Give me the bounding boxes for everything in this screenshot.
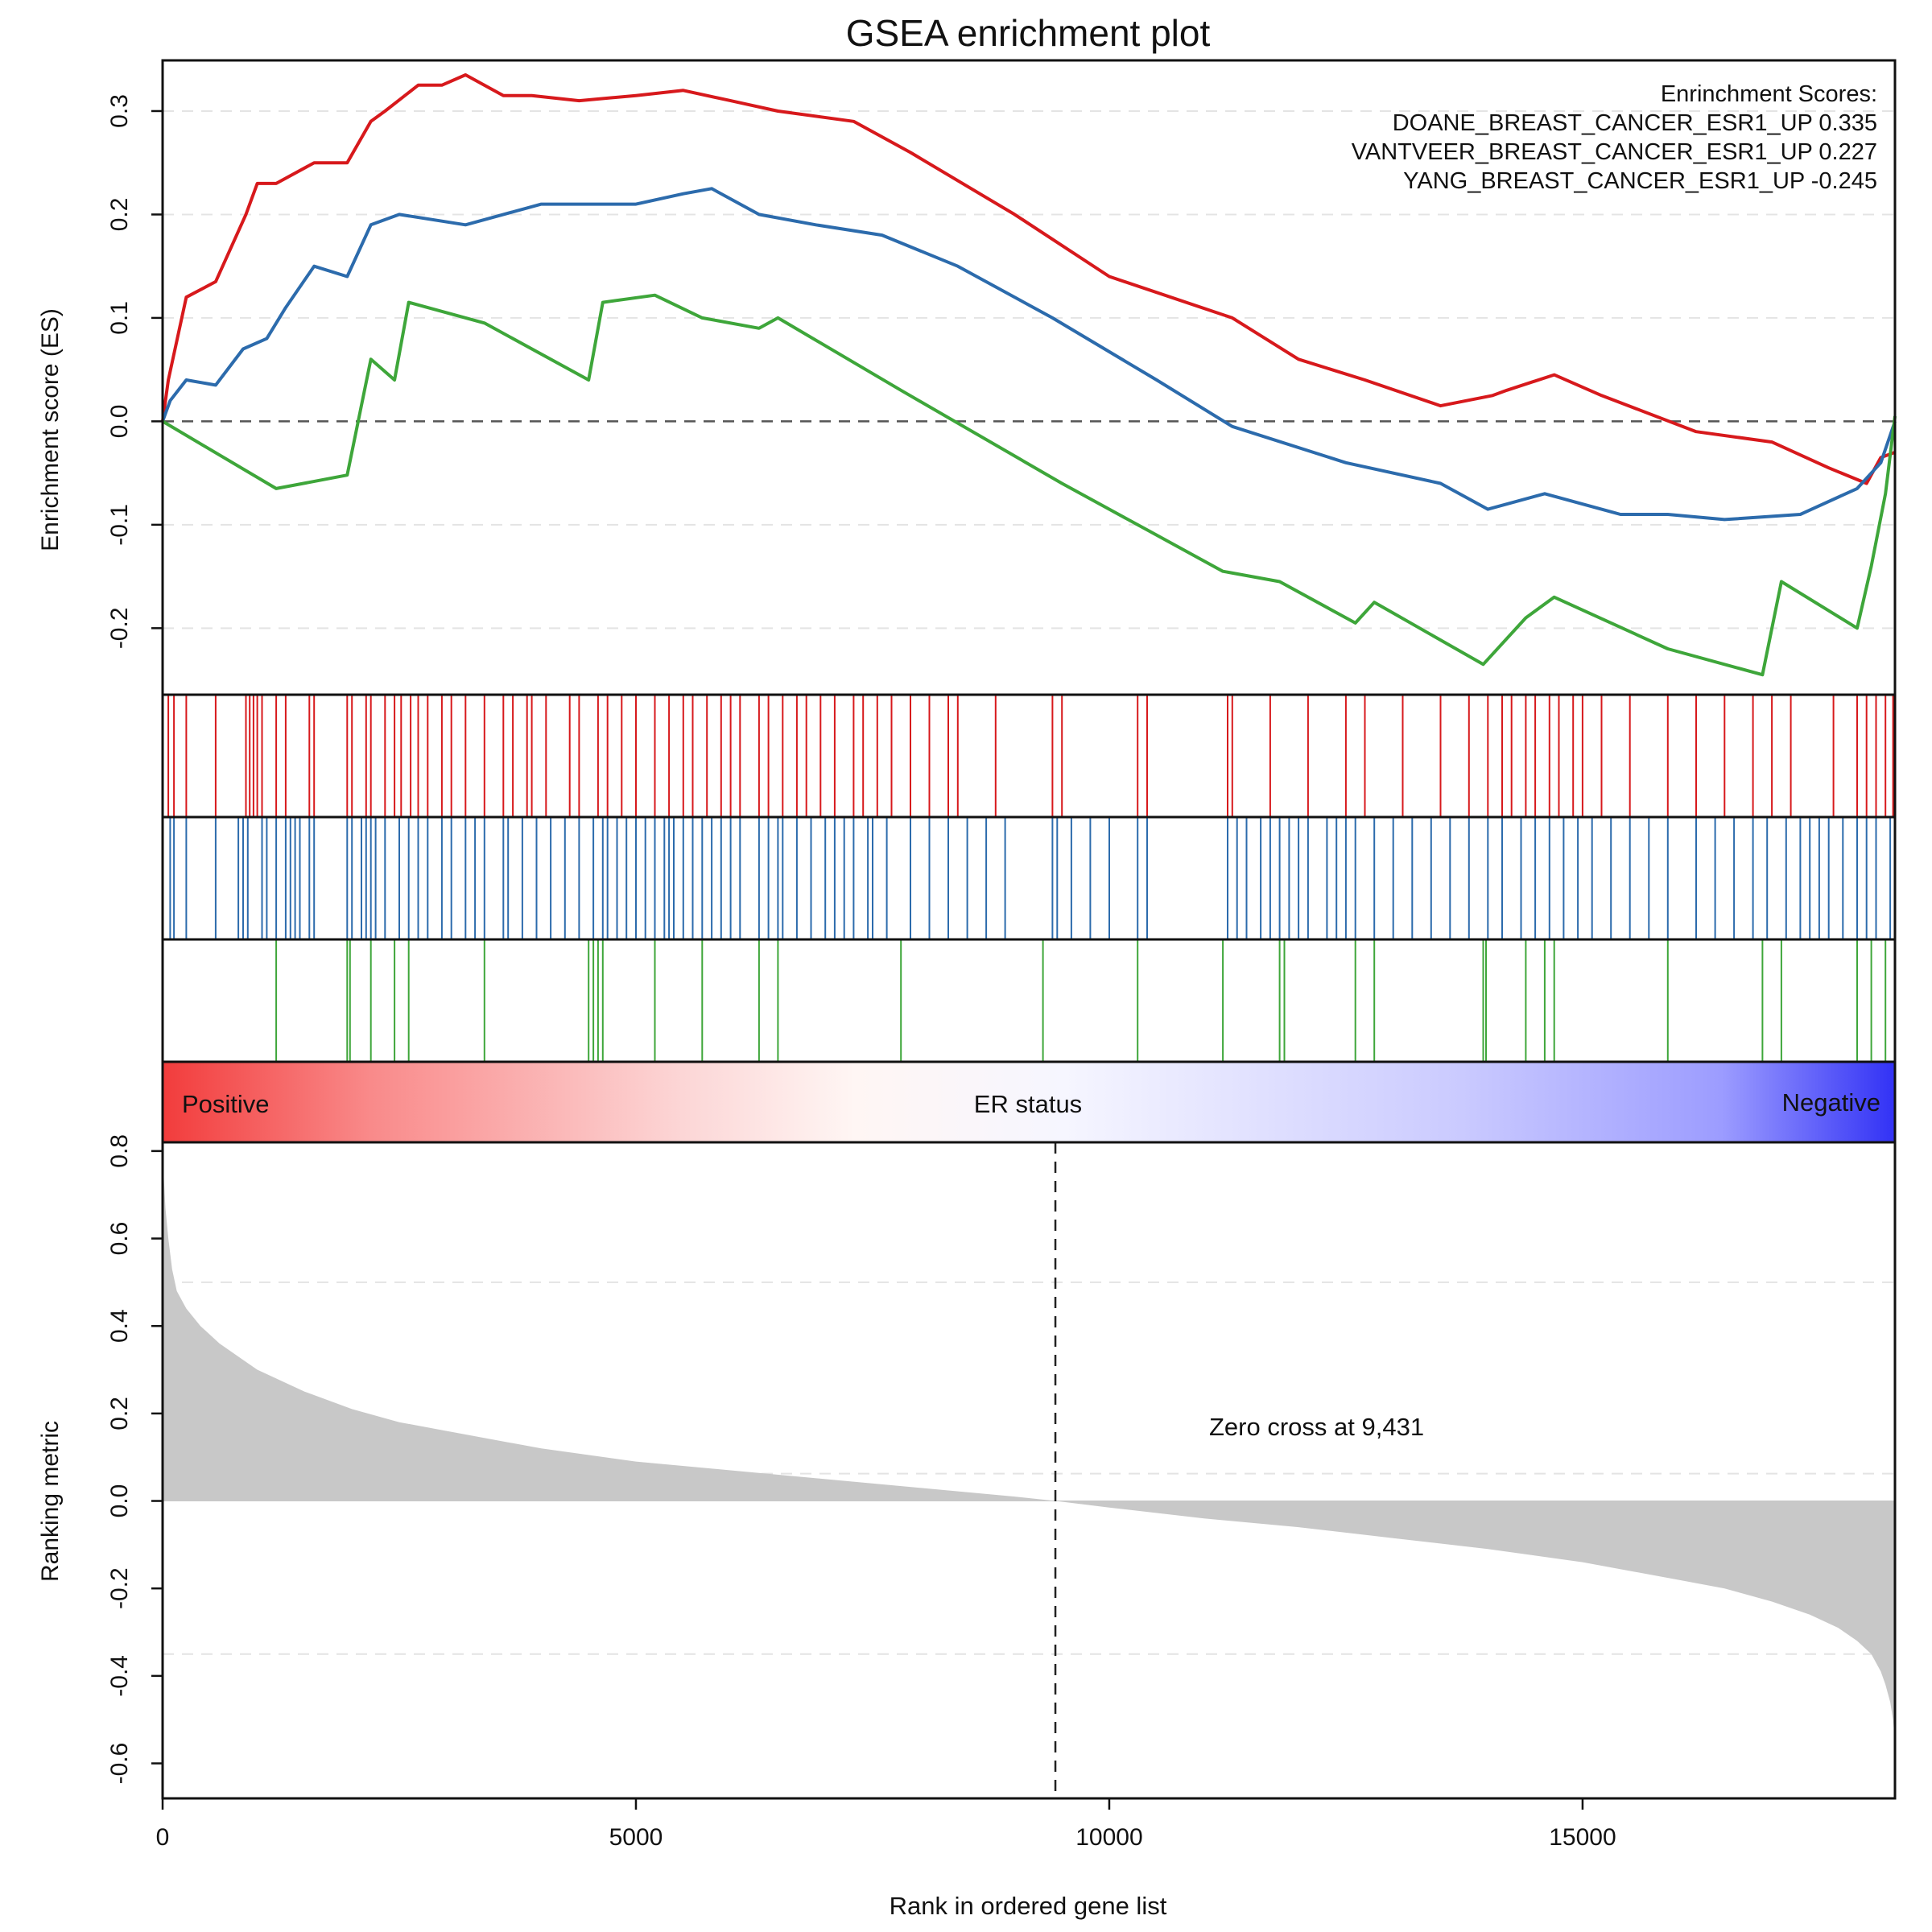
rm-x-tick-label: 0 [156,1824,170,1851]
rm-y-tick-label: 0.4 [106,1309,133,1343]
barcode-frame-doane [161,693,1897,819]
legend-entry-doane: DOANE_BREAST_CANCER_ESR1_UP 0.335 [1393,110,1877,136]
es-y-tick-label: -0.2 [106,607,133,649]
legend-entry-yang: YANG_BREAST_CANCER_ESR1_UP -0.245 [1403,168,1877,194]
es-y-tick-label: -0.1 [106,504,133,546]
es-series-lines [161,73,1897,677]
rm-y-tick-label: 0.2 [106,1397,133,1430]
rm-panel-frame [161,1141,1897,1800]
legend-heading: Enrinchment Scores: [1661,81,1877,107]
ranking-metric-panel: Zero cross at 9,431 -0.6 -0.4 -0.2 0.0 0.2 0.… [37,1134,1897,1920]
rm-y-tick-label: -0.6 [106,1743,133,1785]
barcode-frame-yang [161,938,1897,1063]
barcode-row-yang [275,939,1887,1062]
es-line-doane [161,73,1896,485]
zero-cross-label: Zero cross at 9,431 [1209,1413,1424,1441]
phenotype-positive-label: Positive [182,1090,270,1118]
rm-x-axis-label: Rank in ordered gene list [890,1892,1167,1920]
es-line-vantveer [161,187,1897,522]
phenotype-gradient [161,1060,1897,1144]
enrichment-score-panel: -0.2 -0.1 0.0 0.1 0.2 0.3 Enrichment score (E… [37,59,1897,696]
chart-title: GSEA enrichment plot [846,12,1211,54]
rm-x-tick-label: 15000 [1549,1824,1616,1851]
es-y-tick-label: 0.3 [106,94,133,128]
barcode-panel [161,693,1897,1063]
phenotype-negative-label: Negative [1782,1088,1880,1117]
rm-y-axis: -0.6 -0.4 -0.2 0.0 0.2 0.4 0.6 0.8 [106,1134,163,1784]
rm-y-axis-label: Ranking metric [37,1421,64,1582]
phenotype-bar: Positive ER status Negative [161,1060,1897,1144]
ranking-metric-area [163,1142,1895,1742]
legend: Enrinchment Scores: DOANE_BREAST_CANCER_… [1352,81,1877,194]
rm-y-tick-label: 0.6 [106,1222,133,1256]
rm-x-tick-label: 10000 [1075,1824,1142,1851]
es-y-axis: -0.2 -0.1 0.0 0.1 0.2 0.3 [106,94,163,649]
rm-x-tick-label: 5000 [609,1824,663,1851]
barcode-row-doane [167,695,1894,817]
rm-y-tick-label: -0.4 [106,1655,133,1697]
barcode-row-vantveer [169,817,1892,939]
es-y-axis-label: Enrichment score (ES) [37,308,64,551]
rm-y-tick-label: 0.0 [106,1484,133,1518]
barcode-frame-vantveer [161,815,1897,941]
phenotype-center-label: ER status [974,1090,1082,1118]
rm-y-tick-label: 0.8 [106,1134,133,1168]
rm-x-axis: 0 5000 10000 15000 [156,1798,1616,1851]
es-y-tick-label: 0.2 [106,198,133,232]
es-y-tick-label: 0.0 [106,405,133,439]
rm-y-tick-label: -0.2 [106,1567,133,1609]
es-y-tick-label: 0.1 [106,301,133,335]
es-line-yang [161,293,1897,677]
legend-entry-vantveer: VANTVEER_BREAST_CANCER_ESR1_UP 0.227 [1352,139,1877,165]
